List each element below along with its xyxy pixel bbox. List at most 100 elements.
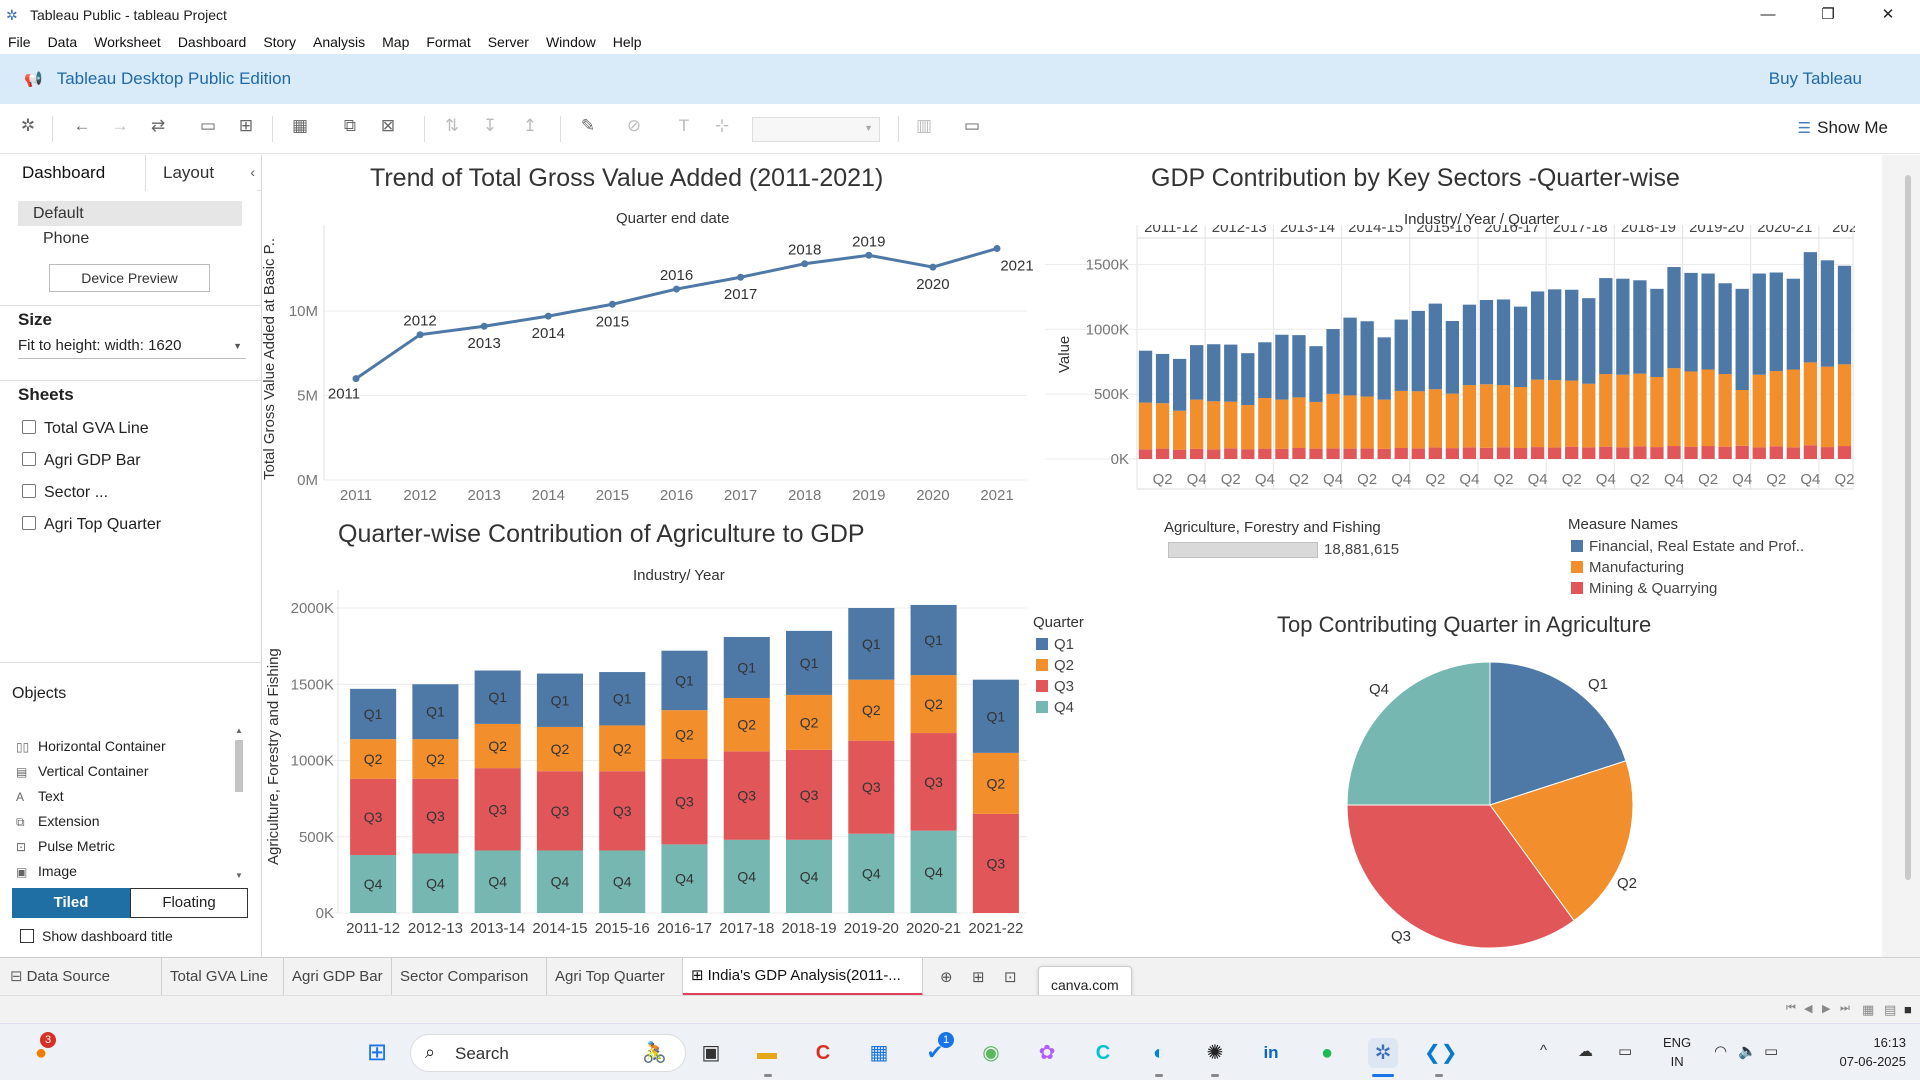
onedrive-icon[interactable]: ☁ [1578,1043,1593,1060]
close-button[interactable]: ✕ [1881,6,1895,23]
duplicate-sheet-icon[interactable]: ⧉ [343,116,357,135]
device-default[interactable]: Default [18,201,242,226]
prev-sheet-icon[interactable]: ◀ [1804,1003,1813,1015]
redo-icon[interactable]: → [111,116,129,135]
save-icon[interactable]: ▭ [199,116,217,135]
new-data-source-icon[interactable]: ⊞ [238,116,254,135]
fix-axes-icon[interactable]: ⊹ [714,116,730,135]
scroll-thumb[interactable] [235,740,243,792]
canva-icon[interactable]: C [1095,1042,1111,1064]
highlight-icon[interactable]: ✎ [580,116,596,135]
task-view-icon[interactable]: ▣ [701,1042,721,1064]
agri-stacked-bar-chart[interactable]: 0K 500K 1000K 1500K 2000K Q4 Q3 Q2 Q1 2011-12 Q4 Q3… [262,590,1032,940]
chatgpt-icon[interactable]: ✺ [1206,1042,1224,1064]
show-dashboard-title-checkbox[interactable]: Show dashboard title [20,928,173,944]
sheet-agri-top-quarter[interactable]: Agri Top Quarter [22,516,161,534]
legend-q3[interactable]: Q3 [1036,678,1074,695]
new-dashboard-tab-icon[interactable]: ⊞ [972,969,985,986]
legend-manufacturing[interactable]: Manufacturing [1571,559,1684,576]
tiled-button[interactable]: Tiled [12,888,130,918]
object-text[interactable]: A Text [16,788,64,804]
file-explorer-icon[interactable]: ▬ [757,1042,777,1064]
show-me-button[interactable]: ☰ Show Me [1798,118,1888,138]
sector-bar-chart[interactable]: 2011-12 2012-13 2013-14 2014-15 2015-16 2016-… [1045,225,1855,490]
legend-financial[interactable]: Financial, Real Estate and Prof.. [1571,538,1804,555]
presentation-mode-icon[interactable]: ▭ [963,116,981,135]
object-horizontal-container[interactable]: ▯▯ Horizontal Container [16,738,166,754]
tableau-taskbar-icon[interactable]: ✲ [1368,1038,1398,1068]
firefox-icon[interactable]: ● [34,1042,48,1064]
menu-map[interactable]: Map [382,34,410,50]
buy-tableau-link[interactable]: Buy Tableau [1768,69,1862,88]
next-sheet-icon[interactable]: ▶ [1822,1003,1831,1015]
copilot-icon[interactable]: ✿ [1038,1042,1056,1064]
undo-icon[interactable]: ← [73,116,91,135]
first-sheet-icon[interactable]: ⏮ [1786,1002,1796,1014]
scroll-down-icon[interactable]: ▼ [235,871,243,880]
menu-server[interactable]: Server [487,34,529,50]
spotify-icon[interactable]: ● [1320,1042,1334,1064]
sort-ascending-icon[interactable]: ↧ [482,116,498,135]
agri-pie-chart[interactable] [1340,655,1640,955]
show-labels-icon[interactable]: T [678,116,690,135]
menu-help[interactable]: Help [612,34,642,50]
menu-worksheet[interactable]: Worksheet [94,34,161,50]
sheet-agri-gdp-bar[interactable]: Agri GDP Bar [22,452,141,470]
scroll-up-icon[interactable]: ▲ [235,726,243,735]
duolingo-icon[interactable]: ◉ [982,1042,1000,1064]
fit-select[interactable]: ▼ [752,117,880,142]
tab-india-gdp-analysis[interactable]: ⊞ India's GDP Analysis(2011-... [683,958,923,996]
windows-start-icon[interactable]: ⊞ [366,1039,388,1066]
show-filmstrip-icon[interactable]: ▦ [1862,1002,1875,1017]
objects-scrollbar[interactable]: ▲ ▼ [232,726,246,880]
object-image[interactable]: ▣ Image [16,863,77,879]
new-worksheet-tab-icon[interactable]: ⊕ [940,969,953,986]
group-icon[interactable]: ⊘ [626,116,642,135]
todo-icon[interactable]: ✔ [926,1042,944,1064]
show-cards-icon[interactable]: ▥ [915,116,933,135]
last-sheet-icon[interactable]: ⏭ [1840,1002,1850,1014]
taskbar-search[interactable]: ⌕ Search 🚴 [410,1034,686,1072]
minimize-button[interactable]: — [1760,6,1776,23]
clock[interactable]: 16:13 07-06-2025 [1840,1033,1907,1071]
battery-icon[interactable]: ▭ [1764,1043,1779,1060]
legend-q2[interactable]: Q2 [1036,657,1074,674]
tab-agri-gdp-bar[interactable]: Agri GDP Bar [284,958,392,996]
edge-icon[interactable]: ◐ [1152,1042,1166,1064]
swap-rows-columns-icon[interactable]: ⇅ [444,116,460,135]
size-select[interactable]: Fit to height: width: 1620 ▼ [18,337,246,359]
replace-data-icon[interactable]: ⇄ [150,116,166,135]
tab-layout[interactable]: Layout [145,155,257,191]
show-tabs-icon[interactable]: ■ [1904,1002,1912,1017]
object-vertical-container[interactable]: ▤ Vertical Container [16,763,149,779]
vscode-icon[interactable]: ❮❯ [1424,1042,1458,1064]
tab-total-gva-line[interactable]: Total GVA Line [162,958,284,996]
new-worksheet-icon[interactable]: ▦ [291,116,309,135]
menu-data[interactable]: Data [47,34,78,50]
legend-q4[interactable]: Q4 [1036,699,1074,716]
clear-sheet-icon[interactable]: ⊠ [380,116,396,135]
show-hidden-icons-icon[interactable]: ^ [1540,1042,1548,1059]
legend-mining[interactable]: Mining & Quarrying [1571,580,1717,597]
c-app-icon[interactable]: C [815,1042,831,1064]
dashboard-scrollbar[interactable] [1905,175,1911,880]
microsoft-store-icon[interactable]: ▦ [869,1042,889,1064]
linkedin-icon[interactable]: in [1263,1043,1279,1062]
show-sheet-sorter-icon[interactable]: ▤ [1884,1002,1897,1017]
menu-format[interactable]: Format [426,34,471,50]
volume-icon[interactable]: 🔈 [1738,1043,1757,1060]
floating-button[interactable]: Floating [130,888,248,918]
tab-dashboard[interactable]: Dashboard [0,155,145,191]
legend-q1[interactable]: Q1 [1036,636,1074,653]
sort-descending-icon[interactable]: ↥ [522,116,538,135]
touch-keyboard-icon[interactable]: ▭ [1618,1043,1633,1060]
collapse-pane-icon[interactable]: ‹ [250,164,255,180]
input-language[interactable]: ENG IN [1663,1033,1691,1071]
object-extension[interactable]: ⧉ Extension [16,813,99,830]
tableau-logo-icon[interactable]: ✲ [20,116,36,135]
sheet-total-gva-line[interactable]: Total GVA Line [22,420,149,438]
gva-line-chart[interactable]: 0M 5M 10M 2011 2012 2013 2014 2015 2016 2017 2018 2… [262,225,1042,510]
sheet-sector[interactable]: Sector ... [22,484,108,502]
menu-analysis[interactable]: Analysis [313,34,366,50]
menu-file[interactable]: File [8,34,31,50]
